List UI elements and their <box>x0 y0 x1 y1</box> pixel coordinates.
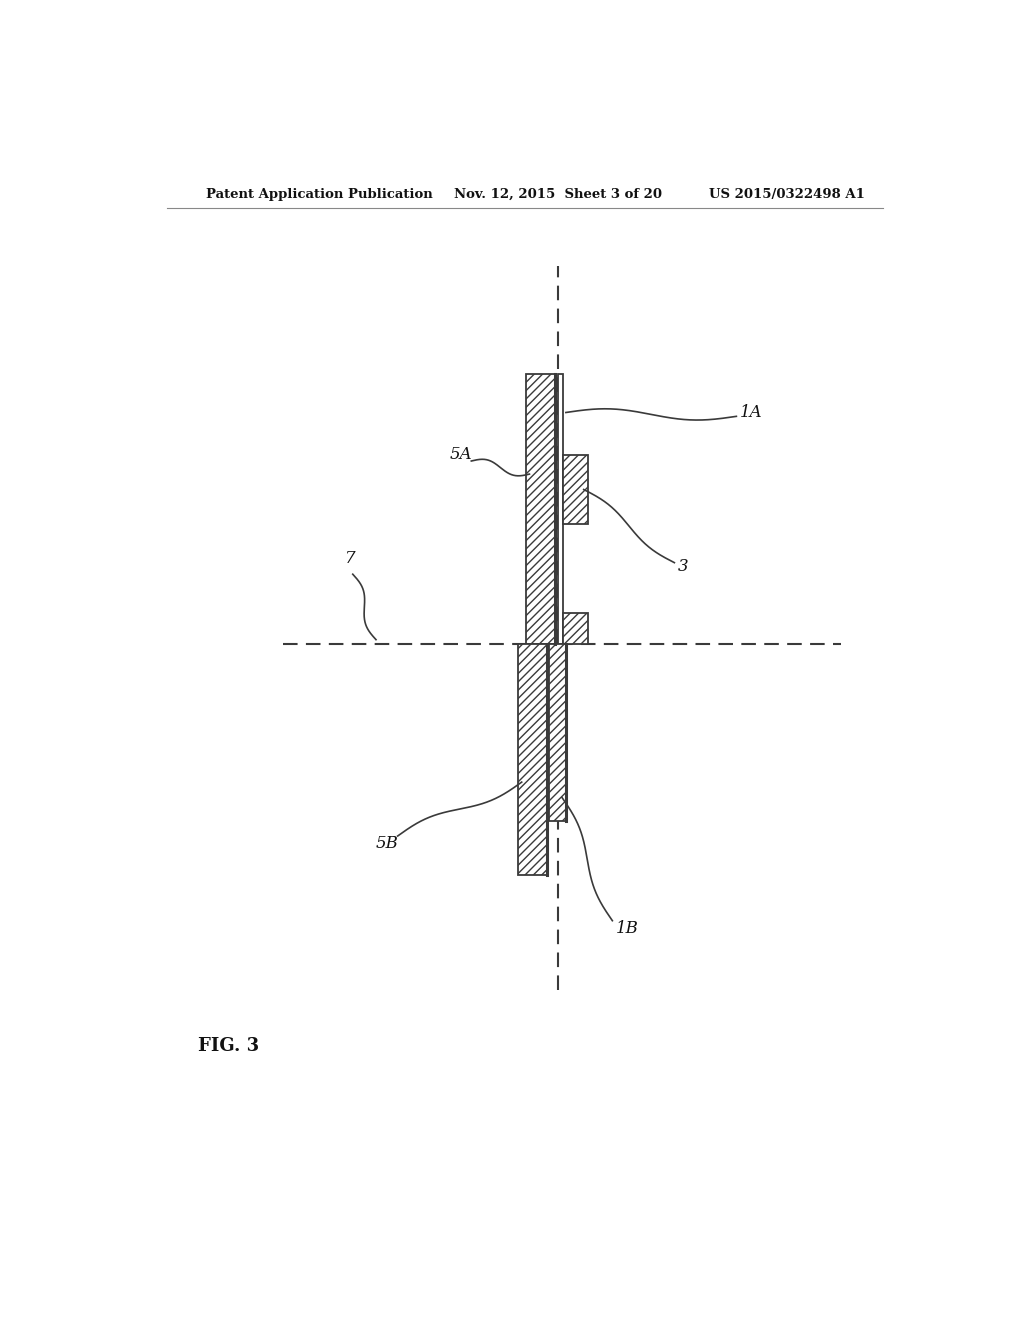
Bar <box>549 644 566 821</box>
Bar <box>525 374 555 644</box>
Text: 7: 7 <box>345 550 355 568</box>
Text: 3: 3 <box>678 558 689 576</box>
Text: 5B: 5B <box>376 836 399 853</box>
Bar <box>563 612 588 644</box>
Text: US 2015/0322498 A1: US 2015/0322498 A1 <box>710 187 865 201</box>
Bar <box>518 644 547 875</box>
Text: FIG. 3: FIG. 3 <box>198 1038 259 1056</box>
Text: 1B: 1B <box>616 920 639 937</box>
Text: Patent Application Publication: Patent Application Publication <box>206 187 432 201</box>
Text: 5A: 5A <box>450 446 472 463</box>
Bar <box>563 455 588 524</box>
Text: Nov. 12, 2015  Sheet 3 of 20: Nov. 12, 2015 Sheet 3 of 20 <box>454 187 662 201</box>
Bar <box>558 374 563 644</box>
Text: 1A: 1A <box>740 404 763 421</box>
